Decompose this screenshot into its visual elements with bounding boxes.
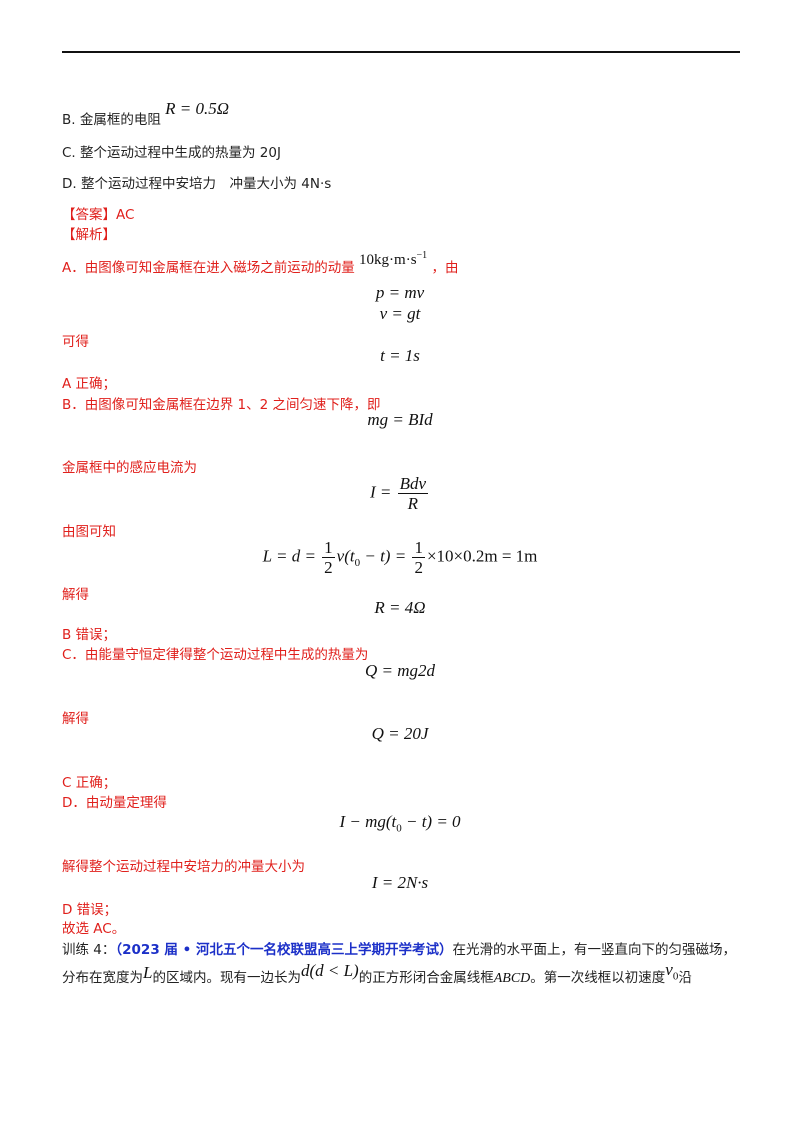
eq-velocity: v = gt — [379, 304, 421, 323]
eq-current-den: R — [407, 494, 418, 513]
eq-impulse-a: I − mg(t — [339, 812, 397, 831]
eq-force-balance: mg = BId — [367, 410, 433, 429]
d-line: D．由动量定理得 — [62, 795, 167, 811]
header-rule — [62, 51, 740, 53]
training-source: （2023 届 • 河北五个一名校联盟高三上学期开学考试） — [115, 942, 453, 958]
answer: 【答案】AC — [62, 207, 135, 223]
option-d-text: D. 整个运动过程中安培力 冲量大小为 — [62, 176, 297, 192]
b-wrong: B 错误； — [62, 627, 117, 643]
d-wrong: D 错误； — [62, 902, 118, 918]
eq-time: t = 1s — [380, 346, 420, 365]
a-line: A．由图像可知金属框在进入磁场之前运动的动量 10kg·m·s−1 ，由 — [62, 250, 459, 277]
eq-length-frac2: 1 2 — [412, 538, 425, 577]
training-line-1: 训练 4：（2023 届 • 河北五个一名校联盟高三上学期开学考试）在光滑的水平… — [62, 938, 736, 958]
eq-current: I = Bdv R — [0, 474, 800, 513]
eq-length-mid2: − t) = — [360, 546, 407, 566]
training-abcd: ABCD — [493, 971, 531, 986]
c-correct: C 正确； — [62, 775, 117, 791]
frac2-den: 2 — [414, 558, 423, 577]
eq-current-num: Bdv — [397, 474, 429, 494]
option-b: B. 金属框的电阻 R = 0.5Ω — [62, 99, 229, 129]
eq-impulse-result: I = 2N·s — [371, 873, 429, 892]
option-b-formula: R = 0.5Ω — [165, 99, 230, 118]
training-v0: v0 — [665, 960, 679, 983]
eq-length-mid: v(t — [336, 546, 355, 566]
a-momentum: 10kg·m·s−1 — [359, 250, 428, 268]
training-text-1: 在光滑的水平面上，有一竖直向下的匀强磁场， — [452, 942, 736, 958]
a-correct: A 正确； — [62, 376, 117, 392]
training-text-2a: 分布在宽度为 — [62, 970, 143, 986]
final-answer: 故选 AC。 — [62, 921, 126, 937]
training-text-2d: 。第一次线框以初速度 — [530, 970, 666, 986]
a-momentum-value: 10kg·m·s — [359, 252, 417, 268]
eq-current-lhs: I = — [369, 482, 392, 502]
c-line: C．由能量守恒定律得整个运动过程中生成的热量为 — [62, 647, 369, 663]
option-b-text: B. 金属框的电阻 — [62, 112, 161, 128]
jiede-2: 解得 — [62, 711, 89, 727]
eq-impulse-b: − t) = 0 — [401, 812, 461, 831]
training-v: v — [665, 960, 673, 979]
training-v-sub: 0 — [672, 970, 679, 983]
youtu-label: 由图可知 — [62, 524, 116, 540]
eq-length: L = d = 1 2 v(t0 − t) = 1 2 ×10×0.2m = 1… — [0, 538, 800, 577]
eq-current-fraction: Bdv R — [397, 474, 429, 513]
d-result-label: 解得整个运动过程中安培力的冲量大小为 — [62, 859, 305, 875]
frac1-den: 2 — [324, 558, 333, 577]
eq-length-frac1: 1 2 — [322, 538, 335, 577]
training-label: 训练 4： — [62, 942, 116, 958]
training-text-2c: 的正方形闭合金属线框 — [358, 970, 494, 986]
eq-impulse-sub: 0 — [396, 822, 402, 835]
option-c: C. 整个运动过程中生成的热量为 20J — [62, 145, 281, 161]
eq-momentum: p = mv — [375, 283, 425, 302]
a-line-text: A．由图像可知金属框在进入磁场之前运动的动量 — [62, 260, 355, 276]
eq-impulse: I − mg(t0 − t) = 0 — [0, 812, 800, 834]
a-line-suffix: ，由 — [431, 260, 459, 276]
eq-resistance: R = 4Ω — [374, 598, 426, 617]
training-line-2: 分布在宽度为L的区域内。现有一边长为d(d < L)的正方形闭合金属线框ABCD… — [62, 960, 692, 989]
eq-heat-result: Q = 20J — [371, 724, 429, 743]
frac1-num: 1 — [322, 538, 335, 558]
eq-length-lhs: L = d = — [262, 546, 316, 566]
b-line: B．由图像可知金属框在边界 1、2 之间匀速下降，即 — [62, 397, 381, 413]
training-text-2e: 沿 — [678, 970, 692, 986]
option-d: D. 整个运动过程中安培力 冲量大小为 4N·s — [62, 172, 331, 192]
eq-length-sub: 0 — [354, 556, 361, 569]
training-L: L — [143, 963, 153, 982]
frac2-num: 1 — [412, 538, 425, 558]
kede-label: 可得 — [62, 334, 89, 350]
training-d: d — [300, 961, 310, 980]
current-label: 金属框中的感应电流为 — [62, 460, 197, 476]
a-momentum-exp: −1 — [416, 250, 428, 261]
eq-heat: Q = mg2d — [364, 661, 436, 680]
eq-length-rhs: ×10×0.2m = 1m — [426, 546, 538, 566]
jiede-1: 解得 — [62, 587, 89, 603]
analysis-header: 【解析】 — [62, 227, 116, 243]
training-condition: (d < L) — [309, 961, 359, 980]
option-d-value: 4N·s — [301, 176, 332, 192]
training-text-2b: 的区域内。现有一边长为 — [152, 970, 301, 986]
